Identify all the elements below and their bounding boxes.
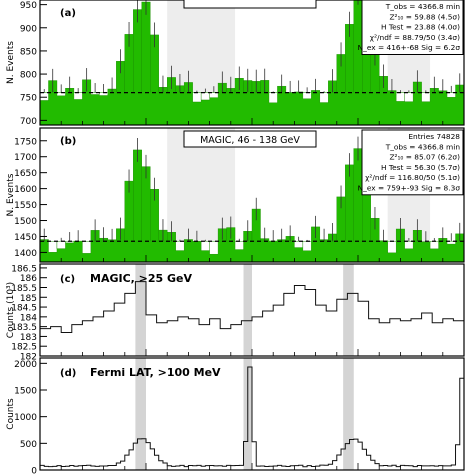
panel-letter: (d) [60, 368, 76, 379]
y-tick-label: 1700 [14, 153, 37, 163]
y-tick-label: 185 [20, 294, 37, 304]
y-tick-label: 185.5 [11, 284, 37, 294]
shaded-region [135, 264, 146, 356]
y-tick-label: 900 [20, 24, 37, 34]
y-axis-label: Counts [6, 398, 16, 430]
stats-line: χ²/ndf = 88.79/50 (3.4σ) [370, 33, 460, 42]
histogram-dip [73, 92, 83, 100]
title-box [183, 0, 317, 9]
histogram-dip [39, 92, 49, 101]
stats-line: Entries 74828 [408, 132, 460, 141]
histogram-dip [234, 241, 244, 250]
histogram-dip [404, 241, 414, 249]
panel-a: 700 750 800 850 900 950 N. Events (a) T_obs = 43… [6, 0, 465, 127]
stats-line: Z²₁₀ = 85.07 (6.2σ) [389, 153, 460, 162]
y-tick-label: 184 [20, 313, 37, 323]
histogram-dip [421, 92, 431, 102]
y-tick-label: 184.5 [11, 304, 37, 314]
histogram-dip [56, 241, 66, 249]
stats-line: Z²₁₀ = 59.88 (4.5σ) [389, 12, 460, 21]
histogram-dip [82, 241, 92, 254]
histogram-bin [141, 1, 151, 93]
step-line [40, 281, 464, 334]
histogram-dip [302, 92, 312, 99]
panel-d: 0 500 1000 1500 2000 Counts (d) Fermi LAT, >100… [6, 357, 465, 474]
y-tick-label: 1600 [14, 185, 37, 195]
histogram-bin [133, 149, 142, 242]
y-tick-label: 1550 [14, 201, 37, 211]
y-tick-label: 1500 [14, 217, 37, 227]
histogram-dip [200, 241, 210, 251]
y-tick-label: 182.5 [11, 343, 37, 353]
y-tick-label: 700 [20, 117, 37, 127]
y-tick-label: 1450 [14, 233, 37, 243]
histogram-dip [175, 241, 185, 251]
stats-line: χ²/ndf = 116.80/50 (5.1σ) [365, 173, 460, 182]
stats-line: T_obs = 4366.8 min [385, 2, 461, 11]
histogram-dip [268, 92, 278, 103]
panel-b: 1400 1450 1500 1550 1600 1650 1700 1750 N. Event… [6, 127, 465, 263]
title-box [183, 130, 317, 148]
panel-title: MAGIC, 46 - 138 GeV [200, 135, 300, 146]
y-axis-label: N. Events [6, 173, 16, 216]
shaded-region [135, 358, 146, 470]
y-tick-label: 183.5 [11, 323, 37, 333]
stats-box [361, 0, 464, 55]
histogram-dip [192, 92, 202, 103]
y-tick-label: 1650 [14, 169, 37, 179]
shaded-region [343, 264, 354, 356]
y-tick-label: 183 [20, 333, 37, 343]
stats-line: N_ex = 759+-93 Sig = 8.3σ [358, 184, 461, 193]
histogram-bin [353, 148, 363, 242]
y-tick-label: 182 [20, 353, 37, 363]
y-tick-label: 0 [31, 467, 37, 474]
y-axis-label: Counts (10³) [6, 282, 16, 338]
stats-line: H Test = 56.30 (5.7σ) [381, 163, 460, 172]
y-tick-label: 750 [20, 94, 37, 104]
histogram-dip [446, 92, 456, 98]
panel-letter: (a) [60, 8, 76, 19]
histogram-dip [209, 92, 219, 98]
y-tick-label: 950 [20, 1, 37, 11]
histogram-dip [200, 92, 210, 101]
stats-line: H Test = 23.88 (4.0σ) [381, 23, 460, 32]
y-tick-label: 1000 [14, 413, 37, 423]
y-tick-label: 1500 [14, 387, 37, 397]
stats-line: N_ex = 416+-68 Sig = 6.2σ [358, 43, 461, 52]
panel-letter: (b) [60, 136, 76, 147]
step-line [40, 366, 464, 468]
histogram-dip [395, 92, 405, 102]
histogram-dip [429, 241, 439, 250]
y-tick-label: 2000 [14, 360, 37, 370]
panel-title: MAGIC, >25 GeV [90, 272, 193, 285]
y-tick-label: 800 [20, 71, 37, 81]
y-tick-label: 850 [20, 47, 37, 57]
histogram-dip [446, 241, 456, 245]
y-tick-label: 1400 [14, 249, 37, 259]
y-axis-label: N. Events [6, 41, 16, 84]
panel-title: Fermi LAT, >100 MeV [90, 366, 221, 379]
histogram-dip [404, 92, 414, 102]
stats-box [361, 129, 464, 196]
y-tick-label: 186.5 [11, 264, 37, 274]
histogram-dip [302, 241, 312, 251]
panel-c: 182182.5183183.5184184.5185185.5186186.5… [6, 263, 465, 363]
panel-letter: (c) [60, 274, 75, 285]
stats-line: T_obs = 4366.8 min [385, 142, 461, 151]
histogram-dip [294, 241, 304, 248]
histogram-dip [48, 241, 58, 253]
histogram-dip [319, 92, 329, 103]
y-tick-label: 186 [20, 274, 37, 284]
y-tick-label: 1750 [14, 137, 37, 147]
histogram-dip [387, 241, 397, 254]
shaded-region [343, 358, 354, 470]
histogram-dip [209, 241, 219, 255]
y-tick-label: 500 [20, 440, 37, 450]
shaded-region [243, 264, 252, 356]
